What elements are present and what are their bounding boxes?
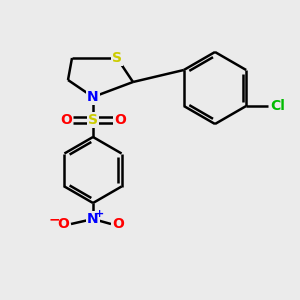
Text: O: O	[60, 113, 72, 127]
Text: S: S	[88, 113, 98, 127]
Text: O: O	[57, 217, 69, 231]
Text: N: N	[87, 90, 99, 104]
Text: O: O	[114, 113, 126, 127]
Text: O: O	[112, 217, 124, 231]
Text: −: −	[48, 212, 60, 226]
Text: +: +	[95, 209, 105, 219]
Text: S: S	[112, 51, 122, 65]
Text: N: N	[87, 212, 99, 226]
Text: Cl: Cl	[271, 99, 286, 113]
